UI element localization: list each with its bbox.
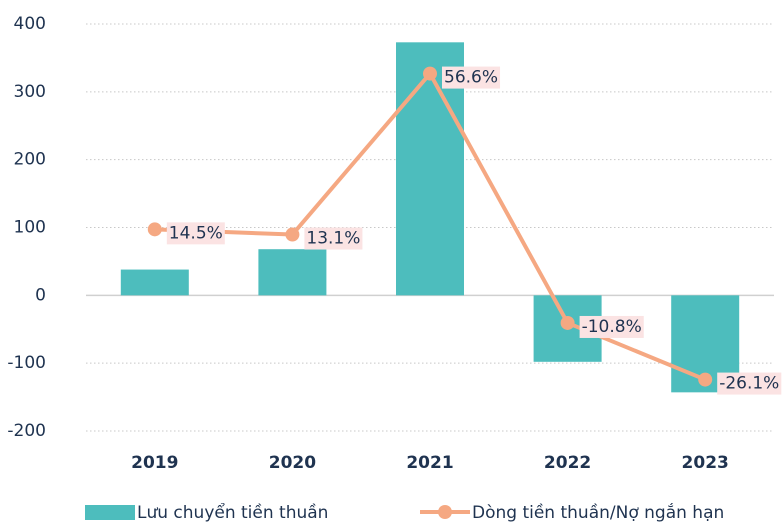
y-tick-label: 100 (14, 218, 46, 238)
data-label: 14.5% (166, 222, 225, 245)
bar (258, 249, 327, 296)
x-tick-label: 2022 (544, 453, 591, 473)
line-point (423, 66, 437, 81)
line-point (147, 222, 162, 237)
y-tick-label: 0 (35, 285, 46, 305)
data-label-bg (442, 66, 501, 89)
legend-swatch (85, 505, 135, 520)
y-tick-label: -100 (7, 353, 46, 373)
y-tick-label: -200 (7, 421, 46, 441)
x-tick-label: 2020 (269, 453, 316, 473)
data-label-bg (304, 227, 363, 250)
data-label-text: -10.8% (582, 317, 642, 337)
data-label-bg (579, 315, 644, 338)
data-label: 56.6% (442, 66, 501, 89)
y-tick-label: 200 (14, 150, 46, 170)
line-point (698, 372, 713, 387)
data-label-text: -26.1% (719, 374, 779, 394)
data-label: 13.1% (304, 227, 363, 250)
y-tick-label: 400 (14, 14, 46, 34)
y-tick-label: 300 (14, 82, 46, 102)
data-label-text: 14.5% (169, 223, 223, 243)
x-tick-label: 2023 (682, 453, 729, 473)
data-label-text: 13.1% (306, 229, 360, 249)
data-label-bg (166, 222, 225, 245)
legend-marker (438, 505, 452, 519)
line-point (285, 227, 300, 242)
data-label-bg (717, 372, 782, 395)
data-label-text: 56.6% (444, 68, 498, 88)
x-tick-label: 2021 (406, 453, 453, 473)
line-point (560, 315, 575, 330)
data-label: -10.8% (579, 315, 644, 338)
bar (120, 269, 189, 296)
legend-label: Lưu chuyển tiền thuần (137, 502, 328, 523)
data-label: -26.1% (717, 372, 782, 395)
x-tick-label: 2019 (131, 453, 178, 473)
legend-label: Dòng tiền thuần/Nợ ngắn hạn (472, 502, 724, 523)
